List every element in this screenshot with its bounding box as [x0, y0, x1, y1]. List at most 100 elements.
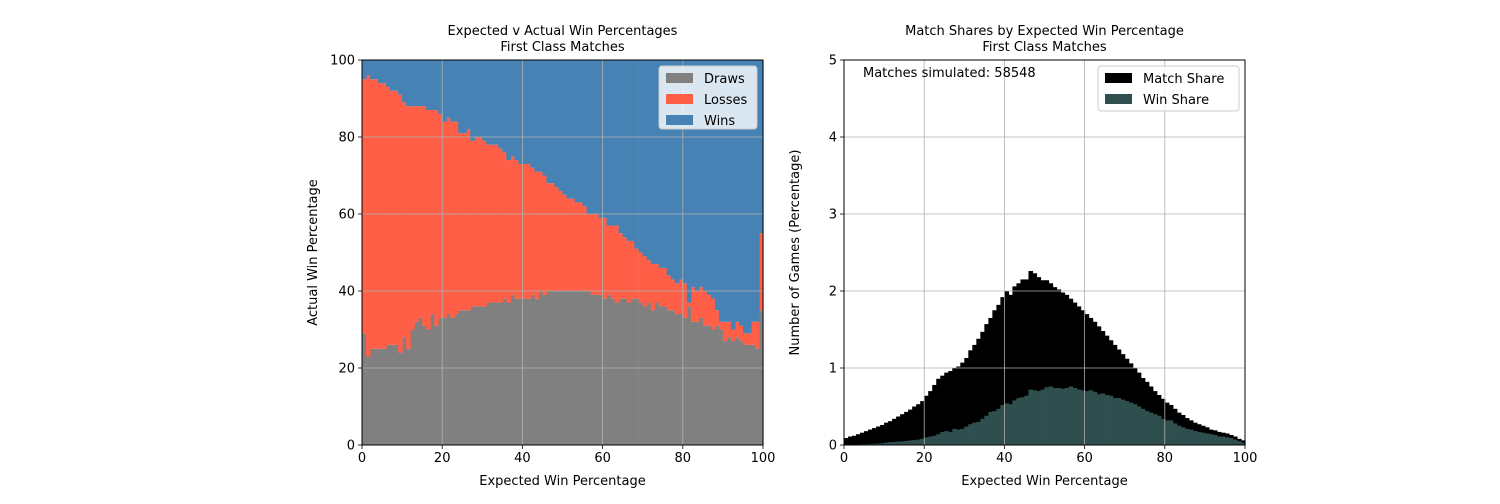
bar-match-share	[916, 404, 921, 445]
bar-draws	[715, 326, 720, 445]
bar-wins	[450, 60, 455, 122]
bar-losses	[687, 303, 692, 307]
bar-draws	[687, 306, 692, 445]
bar-wins	[366, 60, 371, 75]
bar-draws	[591, 295, 596, 445]
bar-match-share	[856, 434, 861, 445]
bar-draws	[450, 318, 455, 445]
bar-wins	[575, 60, 580, 202]
x-axis-label: Expected Win Percentage	[961, 474, 1127, 489]
bar-wins	[530, 60, 535, 168]
bar-draws	[482, 306, 487, 445]
bar-draws	[691, 322, 696, 445]
bar-draws	[731, 341, 736, 445]
bar-losses	[390, 91, 395, 345]
bar-losses	[442, 122, 447, 318]
bar-draws	[442, 318, 447, 445]
bar-losses	[450, 122, 455, 318]
bar-losses	[462, 133, 467, 310]
bar-wins	[458, 60, 463, 133]
bar-losses	[470, 141, 475, 307]
bar-win-share	[1213, 435, 1218, 445]
bar-losses	[719, 322, 724, 330]
bar-win-share	[1233, 440, 1238, 445]
x-tick-label: 60	[594, 451, 611, 466]
bar-wins	[422, 60, 427, 106]
bar-wins	[382, 60, 387, 83]
bar-wins	[430, 60, 435, 110]
bar-draws	[374, 349, 379, 445]
bar-win-share	[1149, 413, 1154, 445]
bar-win-share	[1077, 390, 1082, 445]
bar-draws	[490, 303, 495, 445]
bar-win-share	[1032, 390, 1037, 445]
bar-losses	[514, 160, 519, 299]
bar-losses	[647, 260, 652, 302]
bar-losses	[731, 330, 736, 342]
bar-win-share	[1004, 403, 1009, 445]
bar-draws	[366, 356, 371, 445]
bar-win-share	[968, 424, 973, 445]
bar-wins	[563, 60, 568, 195]
x-tick-label: 100	[1233, 451, 1258, 466]
bar-draws	[634, 299, 639, 445]
bar-losses	[482, 141, 487, 307]
bar-win-share	[1229, 438, 1234, 445]
bar-draws	[747, 345, 752, 445]
bar-win-share	[1141, 409, 1146, 445]
legend-swatch	[666, 73, 693, 83]
y-tick-label: 1	[829, 362, 837, 377]
bar-wins	[402, 60, 407, 102]
bar-win-share	[1028, 390, 1033, 445]
bar-wins	[558, 60, 563, 191]
bar-win-share	[1008, 404, 1013, 445]
bar-draws	[675, 314, 680, 445]
bar-draws	[446, 314, 451, 445]
bar-match-share	[888, 421, 893, 445]
bar-wins	[498, 60, 503, 149]
chart-subtitle: First Class Matches	[500, 40, 624, 55]
bar-win-share	[1109, 396, 1114, 445]
legend-swatch	[1105, 73, 1132, 83]
bar-losses	[583, 206, 588, 291]
bar-win-share	[980, 419, 985, 445]
bar-draws	[382, 349, 387, 445]
chart-title: Expected v Actual Win Percentages	[448, 24, 678, 39]
x-tick-label: 100	[751, 451, 776, 466]
bar-wins	[639, 60, 644, 253]
bar-losses	[671, 279, 676, 310]
bar-win-share	[1169, 420, 1174, 445]
bar-losses	[595, 214, 600, 295]
bar-losses	[398, 95, 403, 353]
bar-win-share	[1024, 396, 1029, 445]
bar-losses	[735, 322, 740, 337]
bar-draws	[434, 326, 439, 445]
legend-swatch	[666, 115, 693, 125]
bar-draws	[510, 295, 515, 445]
bar-win-share	[932, 436, 937, 445]
bar-wins	[546, 60, 551, 183]
bar-match-share	[896, 417, 901, 445]
bar-win-share	[948, 432, 953, 445]
bar-win-share	[1145, 411, 1150, 445]
legend-label: Losses	[704, 93, 748, 108]
bar-draws	[655, 303, 660, 445]
bar-match-share	[844, 438, 849, 445]
legend-swatch	[666, 94, 693, 104]
bar-win-share	[1193, 431, 1198, 445]
bar-draws	[418, 318, 423, 445]
bar-win-share	[984, 416, 989, 445]
bar-draws	[671, 310, 676, 445]
bar-losses	[430, 110, 435, 314]
bar-wins	[506, 60, 511, 160]
bar-wins	[406, 60, 411, 106]
bar-draws	[711, 330, 716, 446]
bar-draws	[530, 295, 535, 445]
bar-losses	[446, 118, 451, 314]
y-tick-label: 100	[330, 54, 355, 69]
bar-draws	[378, 349, 383, 445]
bar-losses	[643, 256, 648, 306]
x-tick-label: 40	[514, 451, 531, 466]
bar-losses	[739, 326, 744, 341]
